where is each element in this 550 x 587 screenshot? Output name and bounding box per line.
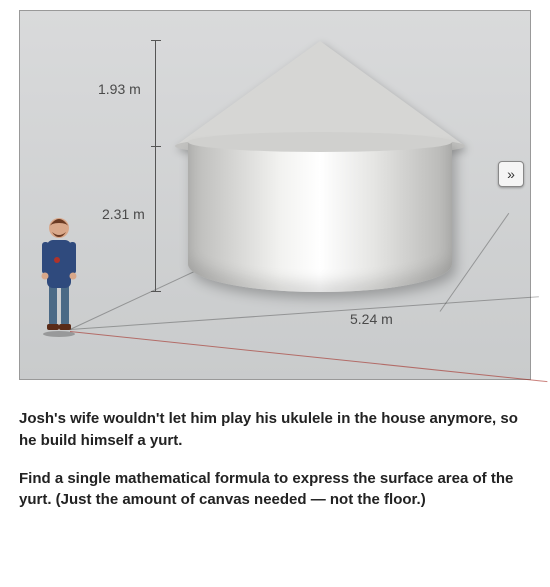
yurt-model: [175, 41, 465, 292]
chevron-right-icon: »: [507, 166, 515, 182]
problem-paragraph-2: Find a single mathematical formula to ex…: [19, 468, 531, 512]
yurt-roof-cone: [175, 41, 465, 146]
ground-line: [70, 296, 539, 330]
axis-line: [70, 331, 547, 382]
dim-diameter: 5.24 m: [350, 311, 393, 327]
dim-cylinder-height: 2.31 m: [102, 206, 145, 222]
dim-cone-height: 1.93 m: [98, 81, 141, 97]
problem-text: Josh's wife wouldn't let him play his uk…: [19, 408, 531, 511]
yurt-wall-cylinder: [188, 142, 452, 292]
next-button[interactable]: »: [498, 161, 524, 187]
figure-3d-viewport: 1.93 m 2.31 m 5.24 m »: [19, 10, 531, 380]
problem-paragraph-1: Josh's wife wouldn't let him play his uk…: [19, 408, 531, 452]
scale-figure-person: [38, 202, 80, 337]
height-bracket: [155, 41, 156, 291]
